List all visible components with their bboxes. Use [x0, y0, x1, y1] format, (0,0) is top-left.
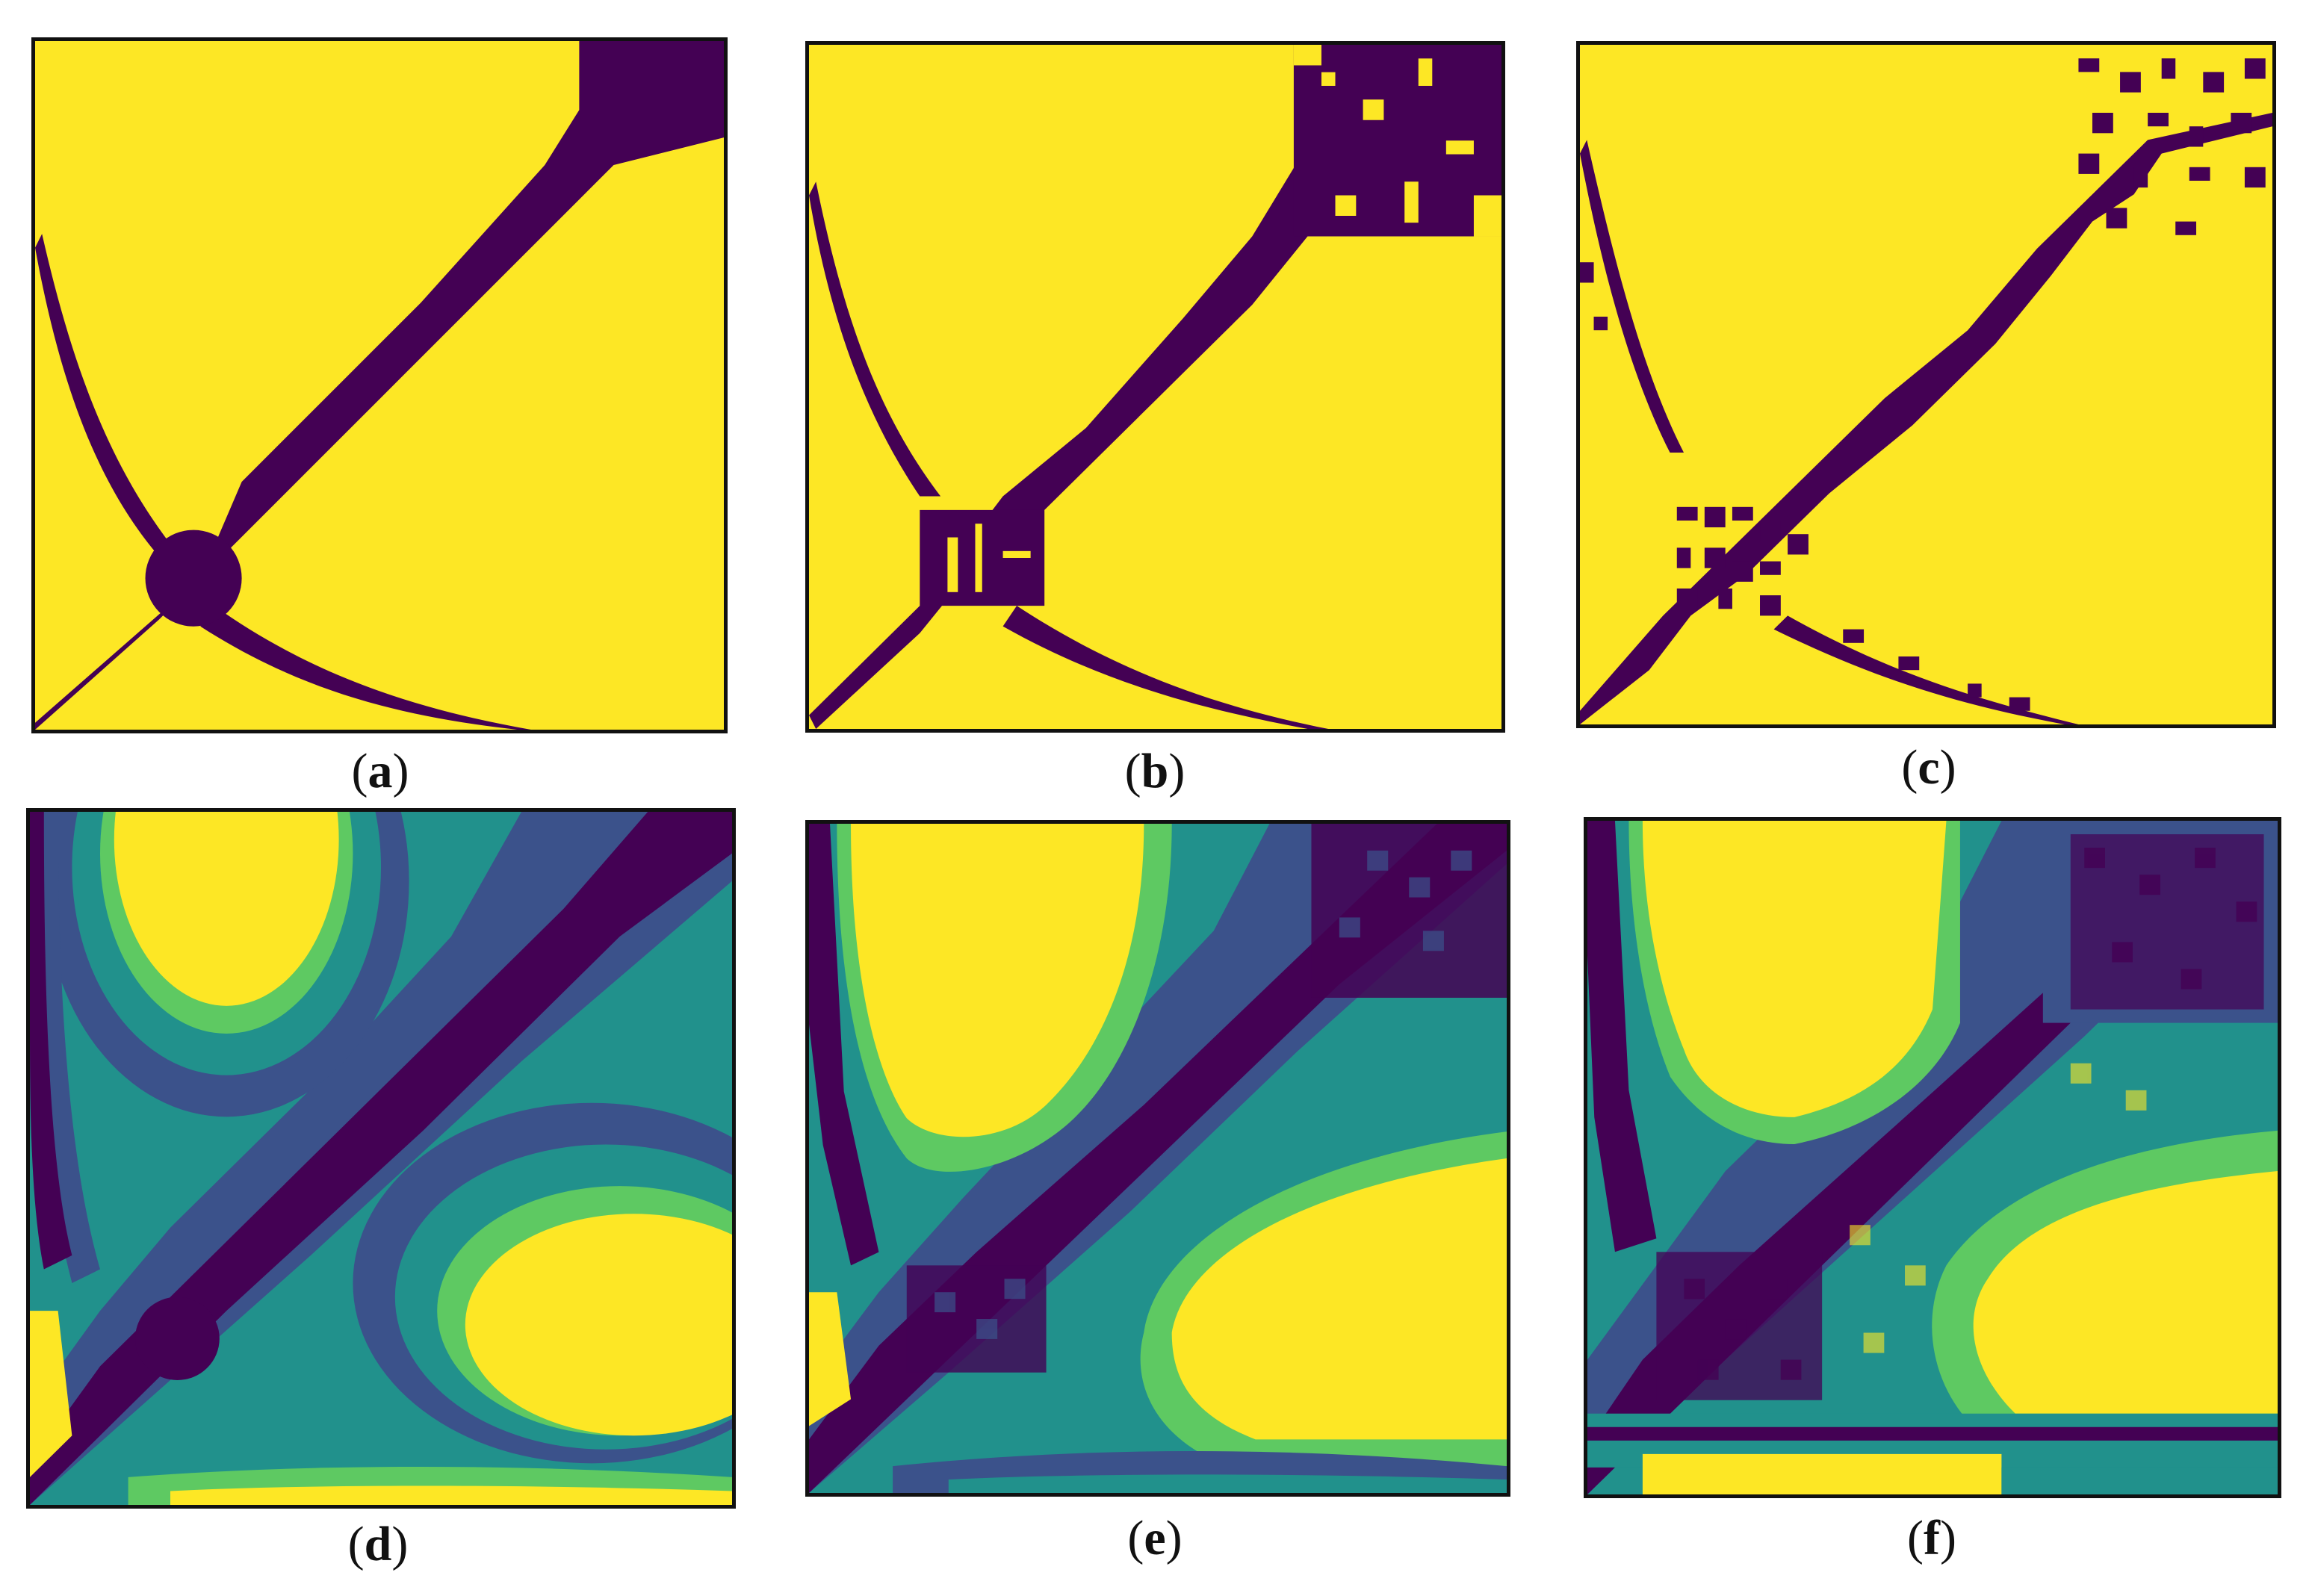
caption-b-open: (	[1124, 744, 1141, 798]
caption-f-open: (	[1907, 1511, 1924, 1565]
panel-e-plot	[809, 824, 1507, 1493]
caption-b-close: )	[1168, 744, 1186, 798]
caption-b-letter: b	[1141, 744, 1169, 798]
panel-d-plot	[30, 812, 732, 1505]
panel-b-plot	[809, 45, 1501, 729]
caption-a-letter: a	[368, 744, 393, 798]
caption-c-close: )	[1939, 740, 1956, 795]
caption-f-letter: f	[1924, 1511, 1940, 1565]
panel-c-plot	[1580, 45, 2272, 724]
caption-d: (d)	[303, 1516, 453, 1573]
caption-e-close: )	[1165, 1511, 1183, 1565]
caption-a-close: )	[392, 744, 409, 798]
panel-f	[1584, 817, 2281, 1498]
caption-c-open: (	[1901, 740, 1918, 795]
caption-a: (a)	[306, 743, 455, 800]
panel-a	[31, 37, 728, 733]
caption-d-open: (	[347, 1517, 365, 1571]
panel-d	[26, 808, 736, 1509]
caption-d-letter: d	[364, 1517, 392, 1571]
caption-f-close: )	[1939, 1511, 1956, 1565]
panel-e	[805, 820, 1510, 1497]
caption-f: (f)	[1857, 1510, 2006, 1567]
caption-c-letter: c	[1918, 740, 1940, 795]
panel-f-plot	[1587, 821, 2278, 1494]
caption-d-close: )	[391, 1517, 409, 1571]
panel-c	[1576, 41, 2276, 728]
caption-e-letter: e	[1144, 1511, 1166, 1565]
caption-e: (e)	[1080, 1510, 1230, 1567]
caption-b: (b)	[1080, 743, 1230, 800]
panel-a-plot	[35, 41, 724, 730]
caption-a-open: (	[351, 744, 368, 798]
caption-e-open: (	[1127, 1511, 1144, 1565]
caption-c: (c)	[1854, 739, 2003, 796]
panel-b	[805, 41, 1505, 733]
